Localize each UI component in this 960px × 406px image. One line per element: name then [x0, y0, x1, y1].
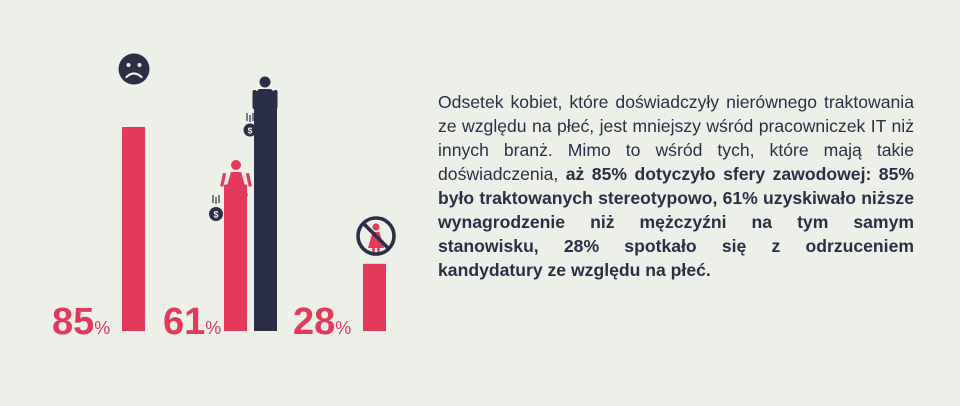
description-highlight: aż 85% dotyczyło sfery zawodowej: 85% by…	[438, 164, 915, 280]
value-label: 28%	[293, 301, 351, 343]
money-bag-icon: $	[243, 113, 257, 137]
woman-icon	[220, 160, 252, 212]
value-label: 85%	[52, 301, 110, 343]
description-text: Odsetek kobiet, które doświadczyły nieró…	[438, 92, 914, 184]
svg-text:$: $	[213, 210, 218, 220]
money-bag-icon: $	[209, 195, 223, 221]
bar-chart: $ $ 85% 61% 28%	[52, 53, 396, 343]
bar-kobiety-wynagrodzenie	[224, 184, 247, 331]
svg-text:$: $	[248, 125, 253, 135]
bar-odrzucenie-kandydatury	[363, 263, 386, 331]
bar-sfera-zawodowa	[122, 127, 145, 331]
description-paragraph: Odsetek kobiet, które doświadczyły nieró…	[438, 90, 914, 282]
sad-face-icon	[118, 53, 150, 85]
bar-mezczyzni-wynagrodzenie	[254, 91, 277, 331]
man-icon	[252, 76, 278, 139]
prohibited-woman-icon	[356, 216, 396, 256]
value-label: 61%	[163, 301, 221, 343]
